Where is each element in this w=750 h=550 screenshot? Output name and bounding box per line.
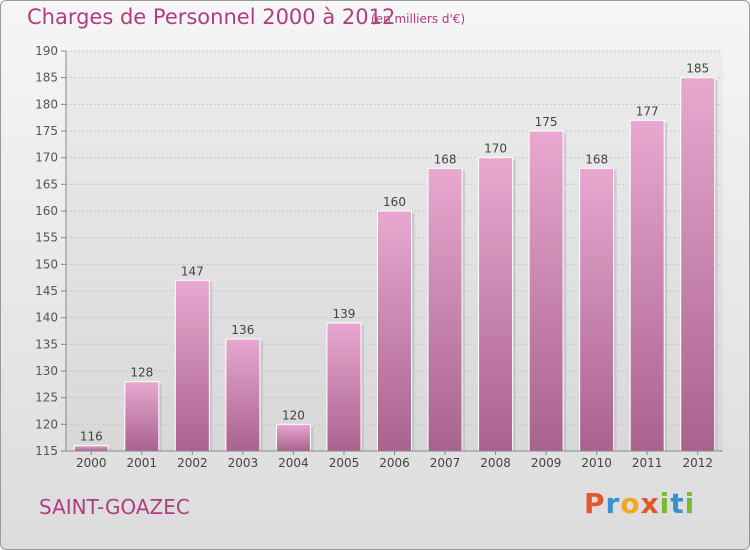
x-tick-label: 2001 xyxy=(127,456,158,470)
bar xyxy=(73,445,109,452)
logo-letter: i xyxy=(659,487,671,520)
bar xyxy=(680,77,716,452)
y-tick-label: 115 xyxy=(35,444,58,458)
x-tick-label: 2004 xyxy=(278,456,309,470)
y-tick-label: 180 xyxy=(35,97,58,111)
x-tick-label: 2010 xyxy=(581,456,612,470)
chart-subtitle: (en milliers d'€) xyxy=(371,12,466,26)
y-tick-label: 120 xyxy=(35,417,58,431)
bar xyxy=(377,210,412,452)
data-label: 175 xyxy=(535,115,558,129)
x-tick-label: 2008 xyxy=(480,456,511,470)
x-tick-label: 2012 xyxy=(682,456,713,470)
y-tick-label: 135 xyxy=(35,337,58,351)
bar xyxy=(629,119,665,452)
y-tick-label: 145 xyxy=(35,284,58,298)
bar xyxy=(225,338,261,452)
logo-letter: o xyxy=(620,487,641,520)
y-tick-label: 125 xyxy=(35,391,58,405)
y-tick-label: 175 xyxy=(35,124,58,138)
y-tick-label: 155 xyxy=(35,231,58,245)
y-tick-label: 150 xyxy=(35,257,58,271)
data-label: 168 xyxy=(585,152,608,166)
y-tick-label: 140 xyxy=(35,311,58,325)
logo-letter: P xyxy=(584,487,606,520)
commune-name: SAINT-GOAZEC xyxy=(39,495,190,519)
y-tick-label: 165 xyxy=(35,177,58,191)
x-tick-label: 2011 xyxy=(632,456,663,470)
x-tick-label: 2007 xyxy=(430,456,461,470)
bar xyxy=(275,423,311,452)
logo-letter: t xyxy=(670,487,685,520)
data-label: 168 xyxy=(434,152,457,166)
x-tick-label: 2005 xyxy=(329,456,360,470)
x-tick-label: 2006 xyxy=(379,456,410,470)
data-label: 170 xyxy=(484,142,507,156)
logo-letter: i xyxy=(684,487,696,520)
logo-letter: r xyxy=(605,487,621,520)
logo-letter: x xyxy=(640,487,660,520)
data-label: 136 xyxy=(231,323,254,337)
proxiti-logo[interactable]: Proxiti xyxy=(584,487,695,520)
data-label: 128 xyxy=(130,366,153,380)
bar xyxy=(124,381,160,452)
data-label: 116 xyxy=(80,430,103,444)
chart-title: Charges de Personnel 2000 à 2012 xyxy=(27,5,396,29)
bar xyxy=(427,167,463,452)
data-label: 185 xyxy=(686,62,709,76)
bar xyxy=(174,279,210,452)
y-tick-label: 190 xyxy=(35,44,58,58)
bar xyxy=(528,130,564,452)
x-tick-label: 2003 xyxy=(228,456,259,470)
bar xyxy=(326,322,362,452)
data-label: 177 xyxy=(636,104,659,118)
y-tick-label: 170 xyxy=(35,151,58,165)
data-label: 160 xyxy=(383,195,406,209)
bar xyxy=(579,167,615,452)
y-tick-label: 130 xyxy=(35,364,58,378)
data-label: 120 xyxy=(282,408,305,422)
y-tick-label: 160 xyxy=(35,204,58,218)
data-label: 139 xyxy=(333,307,356,321)
x-tick-label: 2000 xyxy=(76,456,107,470)
bar xyxy=(478,157,514,452)
data-label: 147 xyxy=(181,264,204,278)
x-tick-label: 2009 xyxy=(531,456,562,470)
x-tick-label: 2002 xyxy=(177,456,208,470)
y-tick-label: 185 xyxy=(35,71,58,85)
